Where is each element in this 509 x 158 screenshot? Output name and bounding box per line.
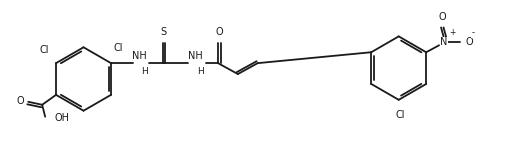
Text: NH: NH: [132, 51, 147, 61]
Text: OH: OH: [54, 113, 69, 123]
Text: O: O: [17, 96, 24, 106]
Text: -: -: [471, 28, 474, 37]
Text: H: H: [141, 67, 148, 76]
Text: S: S: [160, 27, 166, 37]
Text: O: O: [465, 37, 472, 47]
Text: Cl: Cl: [114, 43, 123, 53]
Text: O: O: [215, 27, 222, 37]
Text: N: N: [439, 37, 447, 47]
Text: Cl: Cl: [40, 45, 49, 55]
Text: O: O: [437, 12, 445, 21]
Text: NH: NH: [187, 51, 202, 61]
Text: +: +: [448, 28, 455, 37]
Text: Cl: Cl: [395, 110, 405, 120]
Text: H: H: [196, 67, 203, 76]
